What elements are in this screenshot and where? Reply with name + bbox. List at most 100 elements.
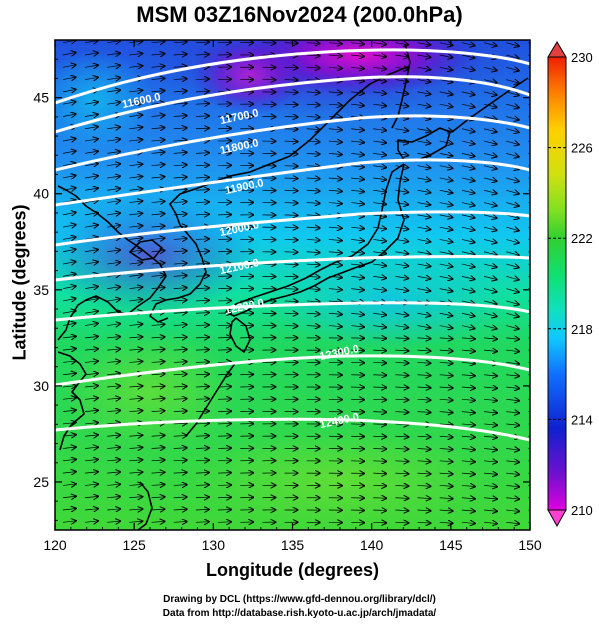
wind-arrow — [351, 190, 364, 191]
wind-arrow — [395, 264, 408, 266]
chart-title: MSM 03Z16Nov2024 (200.0hPa) — [136, 2, 463, 27]
wind-arrow — [306, 215, 320, 216]
wind-arrow — [62, 361, 76, 362]
wind-arrow — [417, 522, 431, 523]
wind-arrow — [85, 200, 98, 202]
wind-arrow — [373, 178, 386, 180]
wind-arrow — [85, 114, 98, 116]
wind-arrow — [483, 190, 497, 193]
wind-arrow — [506, 80, 519, 83]
wind-arrow — [506, 215, 519, 218]
wind-arrow — [85, 164, 98, 166]
wind-arrow — [373, 141, 386, 143]
wind-arrow — [129, 164, 142, 166]
wind-arrow — [483, 104, 497, 107]
wind-arrow — [351, 67, 364, 68]
wind-arrow — [417, 375, 431, 376]
wind-arrow — [62, 299, 76, 301]
wind-arrow — [85, 188, 98, 190]
wind-arrow — [351, 276, 364, 277]
wind-arrow — [107, 410, 120, 411]
wind-arrow — [506, 510, 519, 511]
wind-arrow — [85, 484, 98, 485]
wind-arrow — [351, 203, 364, 204]
wind-arrow — [195, 485, 209, 486]
wind-arrow — [506, 399, 519, 400]
wind-arrow — [195, 177, 209, 178]
wind-arrow — [461, 362, 475, 363]
wind-arrow — [62, 102, 76, 104]
wind-arrow — [107, 484, 120, 485]
wind-arrow — [107, 250, 120, 252]
wind-arrow — [151, 128, 165, 129]
wind-arrow — [151, 78, 165, 79]
wind-arrow — [417, 350, 431, 351]
wind-arrow — [107, 201, 120, 203]
wind-arrow — [85, 286, 98, 288]
wind-arrow — [173, 288, 187, 289]
wind-arrow — [395, 55, 408, 57]
contour-12000 — [55, 210, 530, 247]
wind-arrow — [484, 473, 497, 474]
wind-arrow — [129, 115, 142, 117]
y-tick-label: 45 — [33, 90, 49, 106]
wind-arrow — [107, 65, 120, 67]
wind-arrow — [439, 375, 453, 376]
wind-arrow — [62, 286, 76, 288]
wind-arrow — [107, 213, 120, 215]
wind-arrow — [461, 387, 475, 388]
wind-arrow — [483, 141, 497, 144]
wind-arrow — [62, 410, 76, 411]
wind-arrow — [195, 509, 209, 510]
wind-arrow — [417, 67, 431, 69]
wind-arrow — [129, 262, 142, 264]
wind-arrow — [483, 239, 497, 242]
wind-arrow — [417, 252, 431, 254]
wind-arrow — [85, 509, 98, 510]
wind-arrow — [195, 214, 209, 215]
wind-arrow — [506, 43, 519, 46]
wind-arrow — [351, 178, 364, 179]
wind-arrow — [173, 472, 187, 473]
wind-arrow — [484, 412, 497, 413]
wind-arrow — [417, 436, 431, 437]
coastline-asia — [57, 185, 167, 341]
wind-arrow — [107, 90, 120, 92]
wind-arrow — [506, 338, 519, 339]
wind-arrow — [195, 411, 209, 412]
wind-arrow — [107, 509, 120, 510]
wind-arrow — [484, 338, 497, 339]
wind-arrow — [151, 54, 165, 55]
wind-arrow — [373, 166, 386, 168]
colorbar-tick-label: 226 — [571, 141, 593, 156]
wind-arrow — [351, 104, 364, 105]
wind-arrow — [173, 128, 187, 129]
wind-arrow — [373, 350, 386, 351]
wind-arrow — [328, 153, 342, 154]
coastline-ryukyu — [185, 361, 237, 437]
wind-arrow — [173, 202, 187, 203]
wind-arrow — [107, 188, 120, 190]
wind-arrow — [439, 313, 453, 316]
wind-arrow — [484, 387, 497, 388]
wind-arrow — [62, 509, 76, 510]
wind-arrow — [173, 374, 187, 375]
wind-arrow — [395, 375, 408, 376]
wind-arrow — [417, 485, 431, 486]
wind-arrow — [351, 239, 364, 240]
coastline-shandong — [129, 239, 163, 261]
wind-arrow — [129, 213, 142, 215]
wind-arrow — [395, 289, 408, 291]
wind-arrow — [417, 178, 431, 180]
wind-arrow — [461, 289, 475, 292]
contour-11800 — [55, 114, 530, 172]
wind-arrow — [483, 116, 497, 119]
wind-arrow — [351, 289, 364, 290]
wind-arrow — [62, 447, 76, 448]
wind-arrow — [306, 43, 320, 44]
wind-arrow — [461, 485, 475, 486]
wind-arrow — [461, 203, 475, 206]
wind-arrow — [483, 276, 497, 279]
wind-arrow — [395, 326, 408, 328]
